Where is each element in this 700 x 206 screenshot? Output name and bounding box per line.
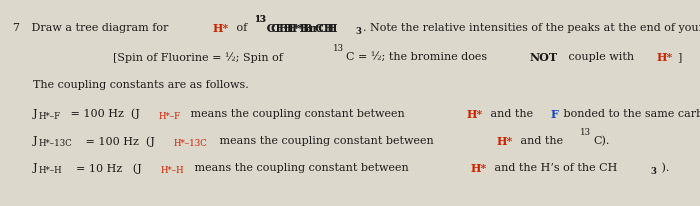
Text: bonded to the same carbon).: bonded to the same carbon).	[560, 108, 700, 118]
Text: ).: ).	[659, 163, 670, 173]
Text: H*–13C: H*–13C	[174, 138, 207, 147]
Text: 3: 3	[356, 27, 362, 36]
Text: 13: 13	[580, 127, 591, 136]
Text: H*: H*	[496, 135, 512, 146]
Text: Draw a tree diagram for: Draw a tree diagram for	[21, 23, 172, 33]
Text: H*: H*	[470, 163, 486, 173]
Text: ]: ]	[678, 52, 682, 61]
Text: and the: and the	[487, 108, 537, 118]
Text: J: J	[33, 163, 38, 172]
Text: 3: 3	[651, 167, 657, 176]
Text: and the H’s of the CH: and the H’s of the CH	[491, 163, 617, 172]
Text: CFH*BrCH: CFH*BrCH	[270, 23, 338, 34]
Text: means the coupling constant between: means the coupling constant between	[216, 135, 438, 145]
Text: The coupling constants are as follows.: The coupling constants are as follows.	[33, 80, 248, 90]
Text: H*–13C: H*–13C	[39, 138, 73, 147]
Text: CFH*BrCH: CFH*BrCH	[255, 23, 334, 34]
Text: couple with: couple with	[565, 52, 638, 61]
Text: means the coupling constant between: means the coupling constant between	[187, 108, 408, 118]
Text: 13: 13	[255, 15, 266, 24]
Text: = 100 Hz  (J: = 100 Hz (J	[67, 108, 140, 119]
Text: = 10 Hz   (J: = 10 Hz (J	[69, 163, 141, 173]
Text: [Spin of Fluorine = ½; Spin of: [Spin of Fluorine = ½; Spin of	[113, 52, 287, 62]
Text: of: of	[232, 23, 251, 33]
Text: J: J	[33, 135, 38, 145]
Text: H*–H: H*–H	[39, 166, 62, 174]
Text: = 100 Hz  (J: = 100 Hz (J	[82, 135, 155, 146]
Text: H*: H*	[657, 52, 673, 62]
Text: H*: H*	[212, 23, 228, 34]
Text: 13: 13	[255, 15, 267, 24]
Text: H*: H*	[467, 108, 483, 119]
Text: C).: C).	[594, 135, 610, 146]
Text: C = ½; the bromine does: C = ½; the bromine does	[346, 52, 491, 61]
Text: 7: 7	[13, 23, 20, 33]
Text: NOT: NOT	[529, 52, 557, 62]
Text: F: F	[550, 108, 558, 119]
Text: and the: and the	[517, 135, 566, 145]
Text: means the coupling constant between: means the coupling constant between	[190, 163, 412, 172]
Text: H*–H: H*–H	[161, 166, 184, 174]
Text: H*–F: H*–F	[39, 111, 61, 120]
Text: 13: 13	[332, 43, 344, 52]
Text: . Note the relative intensities of the peaks at the end of your tree.: . Note the relative intensities of the p…	[363, 23, 700, 33]
Text: J: J	[33, 108, 38, 118]
Text: H*–F: H*–F	[159, 111, 181, 120]
